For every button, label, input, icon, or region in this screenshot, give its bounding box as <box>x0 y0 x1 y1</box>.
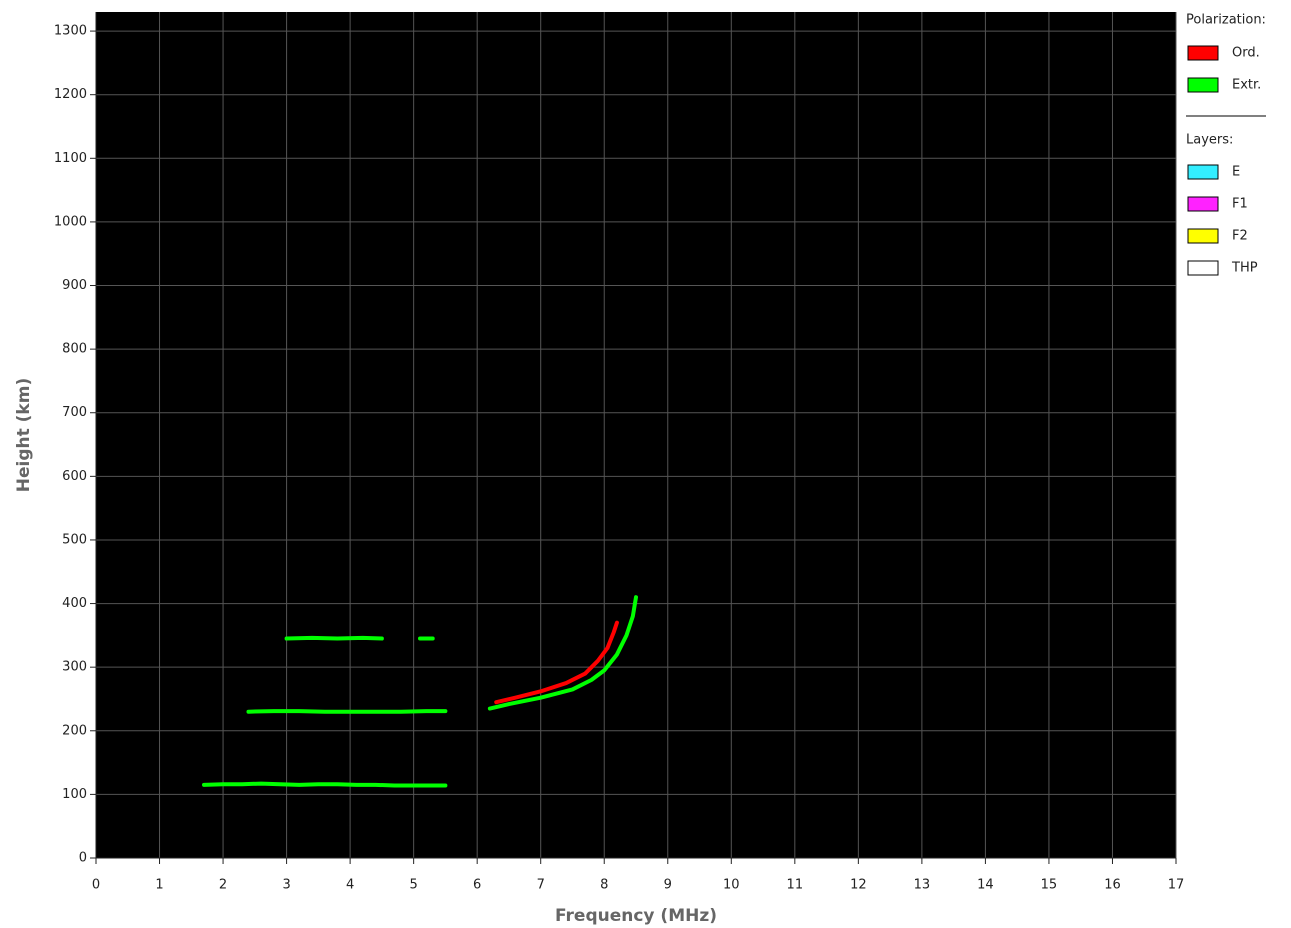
legend-label: Extr. <box>1232 78 1261 93</box>
trace <box>284 635 384 641</box>
x-tick-label: 8 <box>600 878 608 893</box>
x-tick-label: 0 <box>92 878 100 893</box>
y-tick-label: 800 <box>62 342 87 357</box>
x-tick-label: 17 <box>1168 878 1185 893</box>
y-tick-label: 300 <box>62 660 87 675</box>
legend-label: F2 <box>1232 229 1248 244</box>
legend-swatch <box>1187 164 1219 180</box>
legend-swatch <box>1187 228 1219 244</box>
y-tick-label: 500 <box>62 532 87 547</box>
legend-title: Polarization: <box>1186 13 1266 28</box>
x-axis-title: Frequency (MHz) <box>555 906 717 926</box>
x-tick-label: 2 <box>219 878 227 893</box>
x-tick-label: 7 <box>537 878 545 893</box>
x-tick-label: 6 <box>473 878 481 893</box>
x-tick-label: 1 <box>155 878 163 893</box>
x-tick-label: 16 <box>1104 878 1121 893</box>
legend-title: Layers: <box>1186 133 1233 148</box>
x-tick-label: 9 <box>664 878 672 893</box>
y-tick-label: 1300 <box>54 24 87 39</box>
x-tick-label: 12 <box>850 878 867 893</box>
y-axis-title: Height (km) <box>14 378 34 492</box>
y-tick-label: 200 <box>62 723 87 738</box>
x-tick-label: 14 <box>977 878 994 893</box>
trace <box>246 709 448 714</box>
trace <box>202 781 448 788</box>
legend-swatch <box>1187 196 1219 212</box>
y-tick-label: 700 <box>62 405 87 420</box>
x-tick-label: 5 <box>410 878 418 893</box>
y-tick-label: 0 <box>79 851 87 866</box>
y-tick-label: 1100 <box>54 151 87 166</box>
legend-swatch <box>1187 260 1219 276</box>
y-tick-label: 1200 <box>54 87 87 102</box>
legend-label: THP <box>1231 261 1258 276</box>
y-tick-label: 1000 <box>54 214 87 229</box>
x-tick-label: 13 <box>914 878 931 893</box>
legend-label: F1 <box>1232 197 1248 212</box>
legend-label: E <box>1232 165 1240 180</box>
legend-swatch <box>1187 45 1219 61</box>
legend-swatch <box>1187 77 1219 93</box>
y-tick-label: 900 <box>62 278 87 293</box>
trace <box>487 595 638 711</box>
y-tick-label: 100 <box>62 787 87 802</box>
x-tick-label: 10 <box>723 878 740 893</box>
trace <box>494 620 619 705</box>
x-tick-label: 3 <box>282 878 290 893</box>
y-tick-label: 600 <box>62 469 87 484</box>
y-tick-label: 400 <box>62 596 87 611</box>
x-tick-label: 4 <box>346 878 354 893</box>
plot-background <box>96 12 1176 858</box>
legend-label: Ord. <box>1232 46 1260 61</box>
x-tick-label: 11 <box>787 878 804 893</box>
x-tick-label: 15 <box>1041 878 1058 893</box>
